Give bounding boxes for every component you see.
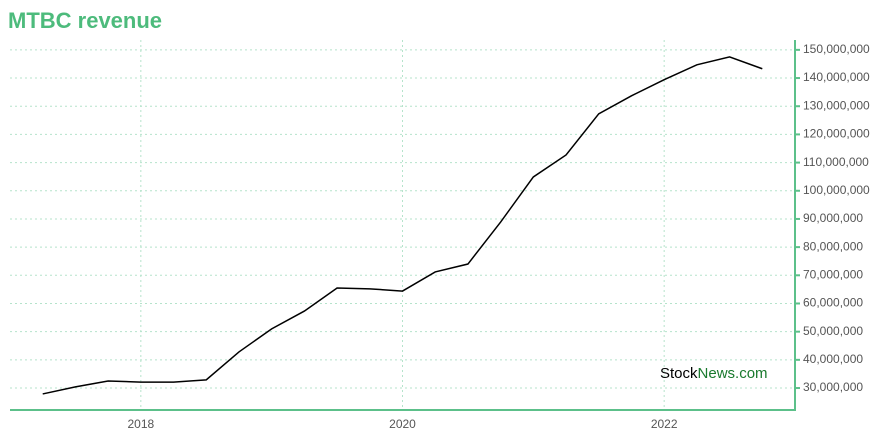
watermark-part: Stock	[660, 365, 698, 382]
y-tick-label: 70,000,000	[803, 267, 863, 281]
y-tick-label: 110,000,000	[803, 155, 869, 169]
chart-title: MTBC revenue	[8, 8, 162, 33]
y-tick-label: 150,000,000	[803, 42, 870, 56]
y-tick-label: 60,000,000	[803, 296, 863, 310]
y-tick-label: 80,000,000	[803, 239, 863, 253]
x-tick-label: 2020	[389, 417, 416, 431]
watermark: StockNews.com	[660, 365, 768, 382]
x-tick-label: 2022	[651, 417, 678, 431]
y-tick-label: 100,000,000	[803, 183, 870, 197]
y-tick-label: 30,000,000	[803, 380, 863, 394]
y-tick-label: 120,000,000	[803, 127, 870, 141]
watermark-part: News.com	[698, 365, 768, 382]
y-tick-label: 130,000,000	[803, 98, 870, 112]
y-tick-label: 40,000,000	[803, 352, 863, 366]
line	[42, 56, 763, 395]
y-tick-label: 90,000,000	[803, 211, 863, 225]
x-tick-label: 2018	[127, 417, 154, 431]
y-tick-label: 50,000,000	[803, 324, 863, 338]
y-tick-label: 140,000,000	[803, 70, 870, 84]
